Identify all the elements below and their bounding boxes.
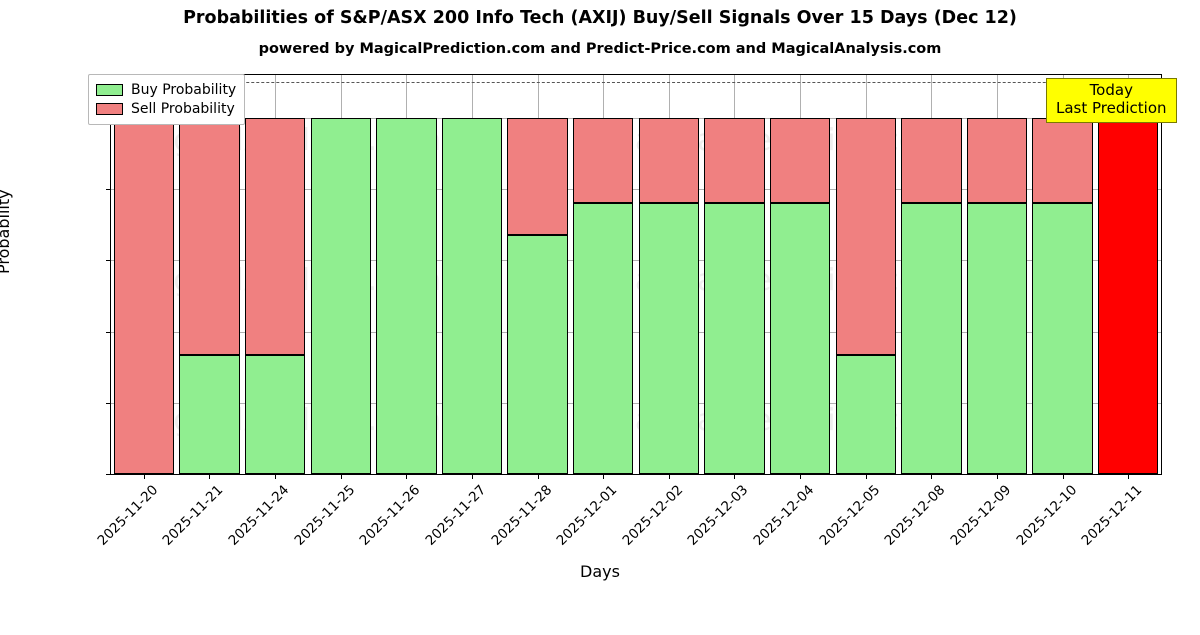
- bar-segment-sell: [769, 117, 831, 204]
- gridline-horizontal: [111, 402, 1161, 404]
- bar-segment-buy: [901, 203, 962, 474]
- bar-group: [901, 75, 962, 474]
- y-tick-mark: [106, 474, 111, 475]
- bar-segment-buy: [573, 203, 634, 474]
- x-tick-mark: [537, 474, 539, 479]
- bar-segment-buy: [638, 203, 699, 474]
- y-tick-mark: [106, 402, 111, 404]
- x-tick-mark: [406, 474, 408, 479]
- x-tick-mark: [865, 474, 867, 479]
- bar-segment-sell: [1032, 117, 1093, 204]
- bar-segment-buy: [1032, 203, 1093, 474]
- x-tick-mark: [340, 474, 342, 479]
- x-axis-label: Days: [580, 562, 620, 581]
- bar-segment-buy: [441, 117, 503, 474]
- bar-segment-sell: [179, 117, 240, 356]
- bar-segment-sell: [835, 117, 896, 356]
- plot-area: MagicalAnalysis.comMagicalPrediction.com…: [94, 74, 1162, 549]
- x-tick-mark: [209, 474, 211, 479]
- bar-group: [704, 75, 765, 474]
- bar-segment-sell: [573, 117, 634, 204]
- bar-segment-buy: [835, 355, 896, 474]
- bar-segment-buy: [507, 235, 568, 474]
- today-annotation: Today Last Prediction: [1046, 78, 1177, 124]
- bar-group: [835, 75, 896, 474]
- bar-group: [638, 75, 699, 474]
- x-tick-mark: [1128, 474, 1130, 479]
- gridline-horizontal: [111, 331, 1161, 333]
- bar-group: [310, 75, 371, 474]
- bar-group: [1032, 75, 1093, 474]
- chart-figure: Probabilities of S&P/ASX 200 Info Tech (…: [0, 8, 1177, 581]
- bar-group: [573, 75, 634, 474]
- reference-dashed-line: [111, 82, 1161, 84]
- legend-swatch: [96, 102, 123, 115]
- x-tick-mark: [668, 474, 670, 479]
- bar-segment-buy: [310, 117, 371, 474]
- bar-segment-buy: [769, 203, 831, 474]
- x-tick-mark: [800, 474, 802, 479]
- today-annotation-line1: Today: [1089, 81, 1133, 99]
- bar-segment-buy: [704, 203, 765, 474]
- bar-segment-today: [1098, 117, 1159, 474]
- x-tick-mark: [275, 474, 277, 479]
- bar-group: [179, 75, 240, 474]
- bar-segment-buy: [376, 117, 437, 474]
- x-tick-mark: [143, 474, 145, 479]
- x-tick-label: 2025-12-11: [1078, 482, 1146, 549]
- bar-segment-sell: [638, 117, 699, 204]
- gridline-horizontal: [111, 260, 1161, 262]
- x-tick-mark: [1062, 474, 1064, 479]
- bar-segment-sell: [704, 117, 765, 204]
- y-axis-label: Probability: [0, 189, 13, 274]
- bar-group: [244, 75, 306, 474]
- legend-label: Sell Probability: [131, 100, 235, 117]
- chart-subtitle: powered by MagicalPrediction.com and Pre…: [258, 41, 942, 57]
- bar-segment-sell: [966, 117, 1028, 204]
- bar-group: [1098, 75, 1159, 474]
- chart-title: Probabilities of S&P/ASX 200 Info Tech (…: [183, 8, 1017, 28]
- bar-group: [769, 75, 831, 474]
- gridline-horizontal: [111, 189, 1161, 190]
- legend-label: Buy Probability: [131, 81, 237, 98]
- bar-segment-sell: [113, 117, 174, 474]
- bar-group: [376, 75, 437, 474]
- legend-swatch: [96, 83, 123, 96]
- bar-segment-sell: [244, 117, 306, 356]
- legend-item: Sell Probability: [96, 99, 236, 118]
- bar-group: [113, 75, 174, 474]
- bar-segment-sell: [507, 117, 568, 236]
- legend-item: Buy Probability: [96, 80, 236, 99]
- y-tick-mark: [106, 189, 111, 190]
- y-tick-mark: [106, 331, 111, 333]
- gridline-horizontal: [111, 117, 1161, 119]
- y-tick-mark: [106, 260, 111, 262]
- x-tick-mark: [734, 474, 736, 479]
- x-tick-mark: [603, 474, 605, 479]
- bar-group: [966, 75, 1028, 474]
- bar-segment-buy: [966, 203, 1028, 474]
- bar-segment-buy: [244, 355, 306, 474]
- bar-group: [507, 75, 568, 474]
- x-tick-mark: [996, 474, 998, 479]
- x-tick-mark: [931, 474, 933, 479]
- bar-segment-buy: [179, 355, 240, 474]
- today-annotation-line2: Last Prediction: [1056, 98, 1167, 117]
- bar-group: [441, 75, 503, 474]
- x-tick-mark: [471, 474, 473, 479]
- bar-segment-sell: [901, 117, 962, 204]
- chart-legend: Buy Probability Sell Probability: [88, 74, 246, 125]
